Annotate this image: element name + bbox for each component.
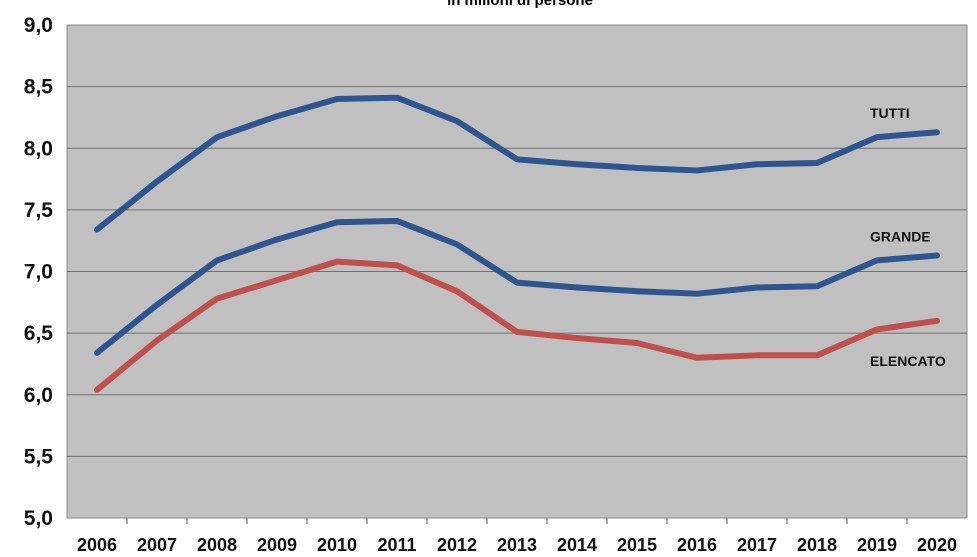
x-tick-label: 2018 [797, 535, 837, 555]
x-tick-label: 2013 [497, 535, 537, 555]
y-tick-label: 5,0 [24, 507, 53, 530]
y-tick-label: 7,5 [24, 199, 54, 222]
series-line-elencato [94, 258, 940, 393]
y-tick-label: 6,0 [24, 384, 53, 407]
y-tick-label: 5,5 [24, 445, 54, 468]
series-label-tutti: TUTTI [870, 105, 910, 121]
x-tick-label: 2017 [737, 535, 777, 555]
x-tick-label: 2019 [857, 535, 897, 555]
y-tick-label: 6,5 [24, 322, 54, 345]
x-tick-label: 2012 [437, 535, 477, 555]
x-tick-label: 2010 [317, 535, 357, 555]
y-tick-label: 9,0 [24, 14, 53, 37]
x-tick-label: 2011 [377, 535, 416, 555]
x-tick-label: 2015 [617, 535, 657, 555]
series-lines [94, 94, 940, 393]
y-tick-label: 7,0 [24, 261, 53, 284]
x-tick-label: 2006 [77, 535, 117, 555]
x-tick-label: 2008 [197, 535, 237, 555]
y-tick-label: 8,0 [24, 137, 53, 160]
x-axis-ticks: 2006 2007 2008 2009 2010 2011 2012 2013 2014 2015… [77, 518, 957, 555]
x-tick-label: 2014 [557, 535, 597, 555]
y-axis-ticks: 5,0 5,5 6,0 6,5 7,0 7,5 8,0 8,5 9,0 [24, 14, 54, 530]
y-tick-label: 8,5 [24, 76, 54, 99]
series-line-tutti [94, 94, 940, 233]
series-label-grande: GRANDE [870, 228, 931, 244]
x-tick-label: 2020 [917, 535, 957, 555]
series-label-elencato: ELENCATO [870, 353, 946, 369]
x-tick-label: 2009 [257, 535, 297, 555]
chart-title: in milioni di persone [447, 0, 593, 9]
gridlines [67, 86, 967, 457]
x-tick-label: 2007 [137, 535, 177, 555]
series-line-grande [94, 217, 940, 356]
series-labels: TUTTI GRANDE ELENCATO [870, 105, 946, 369]
x-tick-label: 2016 [677, 535, 717, 555]
